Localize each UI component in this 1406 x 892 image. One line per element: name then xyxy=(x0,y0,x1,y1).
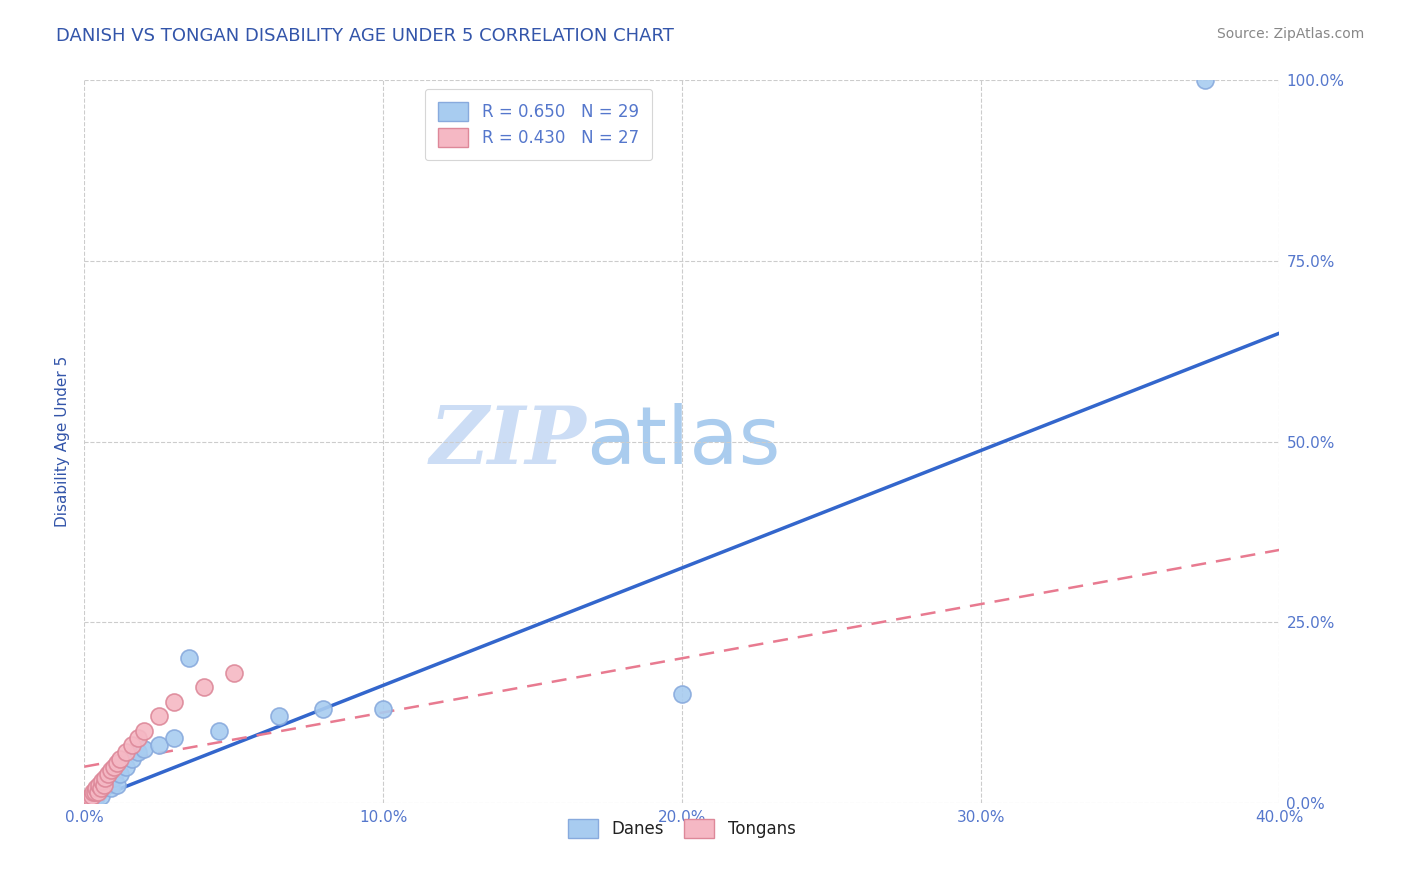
Point xyxy=(208,723,231,738)
Point xyxy=(115,745,138,759)
Point xyxy=(110,767,132,781)
Point xyxy=(77,792,100,806)
Point xyxy=(79,794,101,808)
Point xyxy=(1194,73,1216,87)
Point xyxy=(148,738,170,752)
Point xyxy=(267,709,290,723)
Point xyxy=(82,790,104,805)
Point xyxy=(89,778,111,792)
Point xyxy=(127,731,149,745)
Point xyxy=(90,781,112,796)
Point xyxy=(163,695,186,709)
Point xyxy=(100,764,122,778)
Point xyxy=(100,781,122,796)
Point xyxy=(83,785,105,799)
Point xyxy=(80,792,103,806)
Point xyxy=(94,771,117,785)
Point xyxy=(97,774,120,789)
Point xyxy=(89,785,111,799)
Point xyxy=(90,789,112,803)
Point xyxy=(121,752,143,766)
Point xyxy=(132,723,156,738)
Point xyxy=(77,792,100,806)
Point xyxy=(105,778,128,792)
Point xyxy=(94,778,117,792)
Point xyxy=(105,756,128,770)
Point xyxy=(312,702,335,716)
Y-axis label: Disability Age Under 5: Disability Age Under 5 xyxy=(55,356,70,527)
Point xyxy=(103,771,125,785)
Point xyxy=(80,789,103,803)
Point xyxy=(76,792,98,806)
Point xyxy=(86,781,108,796)
Text: Source: ZipAtlas.com: Source: ZipAtlas.com xyxy=(1216,27,1364,41)
Point xyxy=(115,760,138,774)
Point xyxy=(86,789,108,803)
Point xyxy=(373,702,395,716)
Text: atlas: atlas xyxy=(586,402,780,481)
Point xyxy=(82,785,104,799)
Point xyxy=(121,738,143,752)
Point xyxy=(103,760,125,774)
Point xyxy=(87,785,110,799)
Point xyxy=(93,778,115,792)
Point xyxy=(177,651,200,665)
Point xyxy=(193,680,215,694)
Legend: Danes, Tongans: Danes, Tongans xyxy=(562,813,801,845)
Point xyxy=(91,781,114,796)
Point xyxy=(83,792,105,806)
Point xyxy=(127,745,149,759)
Point xyxy=(222,665,245,680)
Point xyxy=(110,752,132,766)
Text: DANISH VS TONGAN DISABILITY AGE UNDER 5 CORRELATION CHART: DANISH VS TONGAN DISABILITY AGE UNDER 5 … xyxy=(56,27,673,45)
Text: ZIP: ZIP xyxy=(429,403,586,480)
Point xyxy=(97,767,120,781)
Point xyxy=(91,774,114,789)
Point xyxy=(79,790,101,805)
Point xyxy=(132,741,156,756)
Point xyxy=(76,794,98,808)
Point xyxy=(75,794,97,808)
Point xyxy=(671,687,693,701)
Point xyxy=(148,709,170,723)
Point xyxy=(163,731,186,745)
